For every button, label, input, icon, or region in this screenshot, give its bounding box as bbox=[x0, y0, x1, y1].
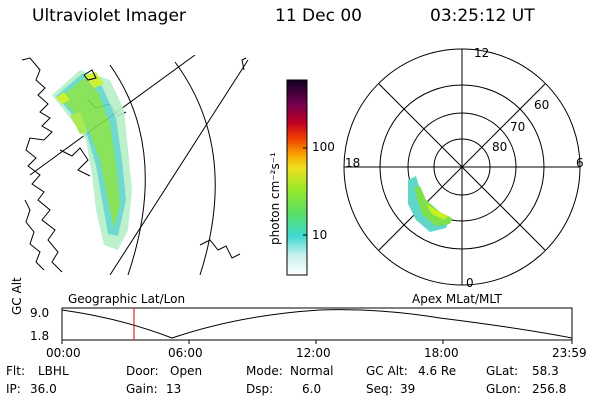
info-door-label: Door: bbox=[126, 364, 159, 378]
info-glon-label: GLon: bbox=[486, 382, 521, 396]
info-glat-label: GLat: bbox=[486, 364, 519, 378]
info-seq-label: Seq: bbox=[366, 382, 393, 396]
mlt-label-6: 6 bbox=[576, 156, 584, 170]
timeline-ytick-max: 9.0 bbox=[30, 306, 50, 320]
lat-label-70: 70 bbox=[510, 120, 526, 134]
info-glat-value: 58.3 bbox=[532, 364, 559, 378]
info-flt-label: Flt: bbox=[6, 364, 25, 378]
coastline bbox=[59, 147, 91, 177]
info-glon-value: 256.8 bbox=[532, 382, 567, 396]
info-gain-value: 13 bbox=[166, 382, 182, 396]
mlt-label-0: 0 bbox=[466, 276, 474, 290]
colorbar-tick-100: 100 bbox=[312, 140, 335, 154]
app-title: Ultraviolet Imager bbox=[32, 6, 186, 26]
timeline-axis-label: GC Alt bbox=[10, 277, 24, 315]
time-label: 03:25:12 UT bbox=[430, 6, 535, 26]
timeline-ytick-min: 1.8 bbox=[30, 329, 50, 343]
info-door-value: Open bbox=[170, 364, 203, 378]
info-ip-label: IP: bbox=[6, 382, 21, 396]
info-gcalt-label: GC Alt: bbox=[366, 364, 408, 378]
info-dsp-value: 6.0 bbox=[302, 382, 322, 396]
info-gcalt-value: 4.6 Re bbox=[418, 364, 457, 378]
info-mode-label: Mode: bbox=[246, 364, 283, 378]
lat-label-60: 60 bbox=[534, 98, 550, 112]
timeline-xtick: 23:59 bbox=[552, 346, 587, 360]
info-gain-label: Gain: bbox=[126, 382, 158, 396]
info-flt-value: LBHL bbox=[38, 364, 69, 378]
timeline-xtick: 18:00 bbox=[424, 346, 459, 360]
colorbar-tick-10: 10 bbox=[312, 228, 328, 242]
coastline bbox=[199, 239, 241, 259]
info-ip-value: 36.0 bbox=[30, 382, 57, 396]
info-seq-value: 39 bbox=[400, 382, 416, 396]
geographic-panel-label: Geographic Lat/Lon bbox=[68, 292, 186, 306]
coastline bbox=[24, 199, 45, 271]
mlt-label-18: 18 bbox=[345, 156, 361, 170]
aurora-emission-polar bbox=[408, 176, 452, 232]
lat-label-80: 80 bbox=[492, 140, 508, 154]
timeline-xtick: 06:00 bbox=[168, 346, 203, 360]
apex-panel-label: Apex MLat/MLT bbox=[412, 292, 502, 306]
mlt-label-12: 12 bbox=[474, 46, 490, 60]
north-arrow-icon bbox=[241, 57, 247, 71]
aurora-emission bbox=[52, 70, 132, 250]
info-dsp-label: Dsp: bbox=[246, 382, 274, 396]
date-label: 11 Dec 00 bbox=[275, 6, 362, 26]
info-mode-value: Normal bbox=[290, 364, 334, 378]
timeline-xtick: 00:00 bbox=[46, 346, 81, 360]
coastline bbox=[21, 57, 63, 273]
timeline-xtick: 12:00 bbox=[296, 346, 331, 360]
